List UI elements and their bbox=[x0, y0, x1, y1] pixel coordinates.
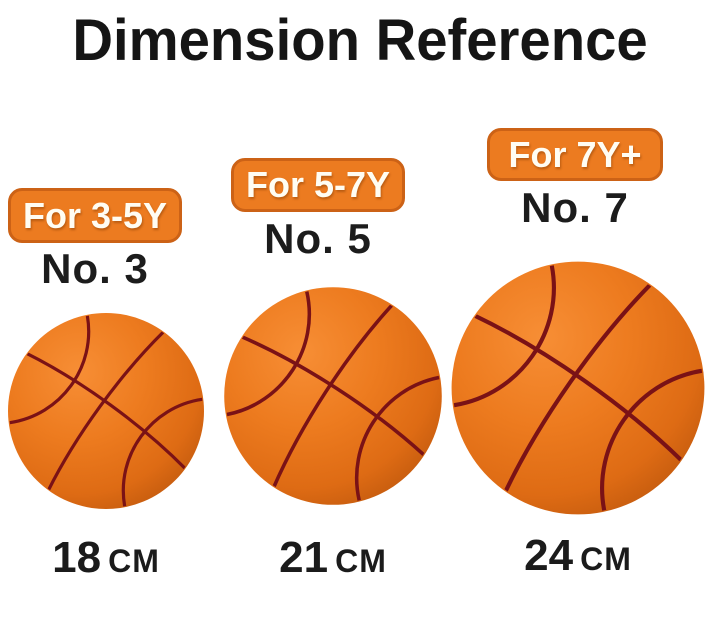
basketball-no5-image bbox=[224, 287, 442, 505]
age-badge-label: For 5-7Y bbox=[245, 164, 391, 205]
ball-number-label-5: No. 5 bbox=[264, 215, 372, 262]
diameter-value: 21 bbox=[279, 533, 329, 582]
basketball-no3-image bbox=[8, 313, 204, 509]
age-badge-5-7y: For 5-7Y bbox=[231, 158, 405, 212]
basketball-no7-image bbox=[451, 261, 705, 515]
diameter-unit: CM bbox=[335, 543, 387, 579]
page-title: Dimension Reference bbox=[72, 8, 648, 73]
diameter-label-24cm: 24 CM bbox=[449, 534, 707, 578]
diameter-value: 18 bbox=[52, 533, 102, 582]
diameter-label-18cm: 18 CM bbox=[6, 536, 206, 580]
diameter-value: 24 bbox=[524, 531, 574, 580]
age-badge-label: For 3-5Y bbox=[22, 194, 168, 236]
diameter-label-21cm: 21 CM bbox=[222, 536, 444, 580]
age-badge-7y-plus: For 7Y+ bbox=[487, 128, 663, 181]
ball-number-label-7: No. 7 bbox=[521, 184, 629, 231]
age-badge-3-5y: For 3-5Y bbox=[8, 188, 182, 243]
age-badge-label: For 7Y+ bbox=[508, 133, 642, 175]
diameter-unit: CM bbox=[108, 543, 160, 579]
diameter-unit: CM bbox=[580, 541, 632, 577]
ball-number-label-3: No. 3 bbox=[41, 245, 149, 292]
